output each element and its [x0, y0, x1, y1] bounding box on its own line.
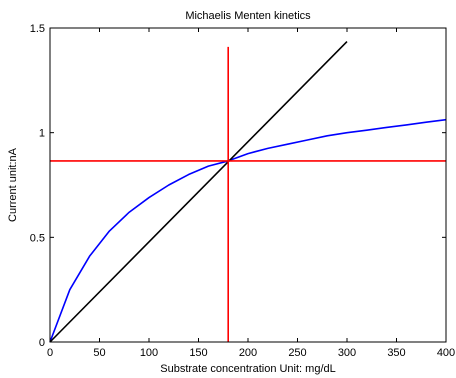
series-layer: [49, 41, 447, 343]
plot-frame: [49, 27, 447, 343]
x-tick-label: 300: [338, 347, 356, 359]
y-tick-label: 0: [39, 337, 45, 349]
ticks-layer: 0 50 100 150 200 250 300 350 400 0 0.5 1 1.5: [30, 23, 455, 359]
x-tick-label: 0: [47, 347, 53, 359]
x-tick-label: 150: [189, 347, 207, 359]
series-line-1: [49, 118, 447, 343]
x-tick-label: 200: [239, 347, 257, 359]
chart-title: Michaelis Menten kinetics: [185, 10, 311, 22]
series-line-2: [49, 41, 348, 343]
x-tick-label: 50: [93, 347, 105, 359]
x-tick-label: 100: [140, 347, 158, 359]
x-tick-label: 350: [387, 347, 405, 359]
y-tick-label: 1: [39, 128, 45, 140]
x-tick-label: 400: [437, 347, 455, 359]
y-tick-label: 1.5: [30, 23, 45, 35]
x-axis-label: Substrate concentration Unit: mg/dL: [160, 363, 335, 375]
y-tick-label: 0.5: [30, 232, 45, 244]
x-tick-label: 250: [288, 347, 306, 359]
y-axis-label: Current unit:nA: [7, 147, 19, 222]
